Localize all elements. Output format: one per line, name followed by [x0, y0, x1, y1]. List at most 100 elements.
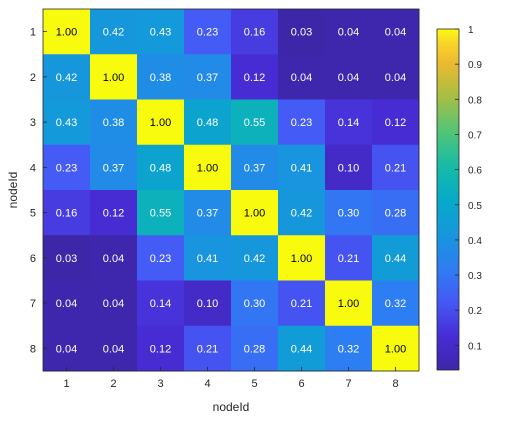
- heatmap-cell: [231, 325, 279, 372]
- heatmap-cell: [278, 9, 326, 55]
- heatmap-cell: [231, 144, 279, 191]
- heatmap-cell: [231, 54, 279, 100]
- x-tick-label: 1: [63, 378, 69, 390]
- cell-value-label: 0.38: [103, 117, 124, 129]
- cell-value-label: 0.04: [56, 298, 77, 310]
- cell-value-label: 0.42: [56, 72, 77, 84]
- heatmap-cell: [372, 9, 420, 55]
- cell-value-label: 0.32: [338, 343, 359, 355]
- heatmap-cell: [137, 9, 185, 55]
- colorbar-tick-label: 0.1: [468, 341, 482, 352]
- heatmap-cell: [372, 235, 420, 281]
- heatmap-cell-labels: 1.00 0.42 0.43 0.23 0.16 0.03 0.04 0.04 0.42 1.00…: [56, 27, 406, 356]
- heatmap-cell: [90, 54, 138, 100]
- heatmap-cell: [325, 235, 373, 281]
- y-tick-label: 3: [30, 117, 36, 129]
- cell-value-label: 0.16: [56, 208, 77, 220]
- heatmap-cell: [325, 9, 373, 55]
- cell-value-label: 0.37: [103, 162, 124, 174]
- heatmap-cell: [372, 190, 420, 236]
- cell-value-label: 0.44: [291, 343, 312, 355]
- cell-value-label: 0.04: [338, 27, 359, 39]
- heatmap-cell: [137, 190, 185, 236]
- heatmap-cell: [325, 280, 373, 327]
- cell-value-label: 0.42: [244, 253, 265, 265]
- cell-value-label: 0.12: [385, 117, 406, 129]
- colorbar-tick-label: 0.8: [468, 95, 482, 106]
- heatmap-cell: [372, 280, 420, 327]
- colorbar-tick-label: 0.9: [468, 60, 482, 71]
- heatmap-cell: [325, 99, 373, 146]
- cell-value-label: 0.03: [56, 253, 77, 265]
- colorbar-tick-label: 1: [468, 25, 474, 36]
- heatmap-cell: [325, 325, 373, 372]
- cell-value-label: 0.04: [385, 72, 406, 84]
- heatmap-cell: [90, 190, 138, 236]
- heatmap-cell: [137, 280, 185, 327]
- colorbar: [436, 28, 460, 371]
- cell-value-label: 0.30: [244, 298, 265, 310]
- heatmap-cell: [184, 144, 232, 191]
- cell-value-label: 0.42: [103, 27, 124, 39]
- y-axis-ticks: 1 2 3 4 5 6 7 8: [30, 27, 47, 355]
- cell-value-label: 0.04: [291, 72, 312, 84]
- cell-value-label: 1.00: [385, 343, 406, 355]
- y-tick-label: 6: [30, 253, 36, 265]
- cell-value-label: 0.23: [56, 162, 77, 174]
- heatmap-cell: [90, 9, 138, 55]
- heatmap-cell: [43, 9, 91, 55]
- heatmap-cell: [231, 280, 279, 327]
- heatmap-cell: [278, 325, 326, 372]
- heatmap-cell: [372, 325, 420, 372]
- cell-value-label: 0.04: [103, 343, 124, 355]
- cell-value-label: 0.21: [291, 298, 312, 310]
- y-tick-label: 7: [30, 298, 36, 310]
- heatmap-cell: [231, 99, 279, 146]
- heatmap-cell: [278, 54, 326, 100]
- heatmap-cell: [137, 144, 185, 191]
- heatmap-cell: [184, 280, 232, 327]
- cell-value-label: 0.04: [103, 298, 124, 310]
- cell-value-label: 0.42: [291, 208, 312, 220]
- cell-value-label: 0.12: [244, 72, 265, 84]
- heatmap-cell: [184, 99, 232, 146]
- heatmap-cell: [278, 144, 326, 191]
- cell-value-label: 0.04: [385, 27, 406, 39]
- heatmap-cell: [184, 54, 232, 100]
- cell-value-label: 0.48: [197, 117, 218, 129]
- heatmap-cell: [184, 325, 232, 372]
- cell-value-label: 0.37: [197, 208, 218, 220]
- cell-value-label: 0.23: [150, 253, 171, 265]
- heatmap-cell: [325, 144, 373, 191]
- cell-value-label: 0.14: [338, 117, 359, 129]
- heatmap-cell: [372, 54, 420, 100]
- cell-value-label: 0.14: [150, 298, 171, 310]
- cell-value-label: 0.10: [197, 298, 218, 310]
- heatmap-cell: [325, 54, 373, 100]
- y-tick-label: 5: [30, 208, 36, 220]
- colorbar-tick-label: 0.4: [468, 236, 482, 247]
- cell-value-label: 0.41: [291, 162, 312, 174]
- cell-value-label: 0.10: [338, 162, 359, 174]
- heatmap-cell: [372, 144, 420, 191]
- heatmap-cell: [90, 325, 138, 372]
- cell-value-label: 1.00: [150, 117, 171, 129]
- colorbar-tick-label: 0.6: [468, 166, 482, 177]
- cell-value-label: 0.21: [338, 253, 359, 265]
- heatmap-cell: [231, 235, 279, 281]
- heatmap-cell: [184, 190, 232, 236]
- x-tick-label: 8: [392, 378, 398, 390]
- cell-value-label: 0.55: [244, 117, 265, 129]
- cell-value-label: 0.43: [56, 117, 77, 129]
- x-tick-label: 5: [251, 378, 257, 390]
- heatmap-cell: [43, 144, 91, 191]
- colorbar-ticks: 0.1 0.2 0.3 0.4 0.5 0.6 0.7 0.8 0.9 1: [455, 25, 482, 352]
- x-tick-label: 2: [110, 378, 116, 390]
- heatmap-cell: [90, 280, 138, 327]
- heatmap-cell: [137, 99, 185, 146]
- heatmap-cell: [43, 325, 91, 372]
- heatmap-cell: [372, 99, 420, 146]
- cell-value-label: 0.16: [244, 27, 265, 39]
- cell-value-label: 0.23: [197, 27, 218, 39]
- heatmap-cell: [278, 190, 326, 236]
